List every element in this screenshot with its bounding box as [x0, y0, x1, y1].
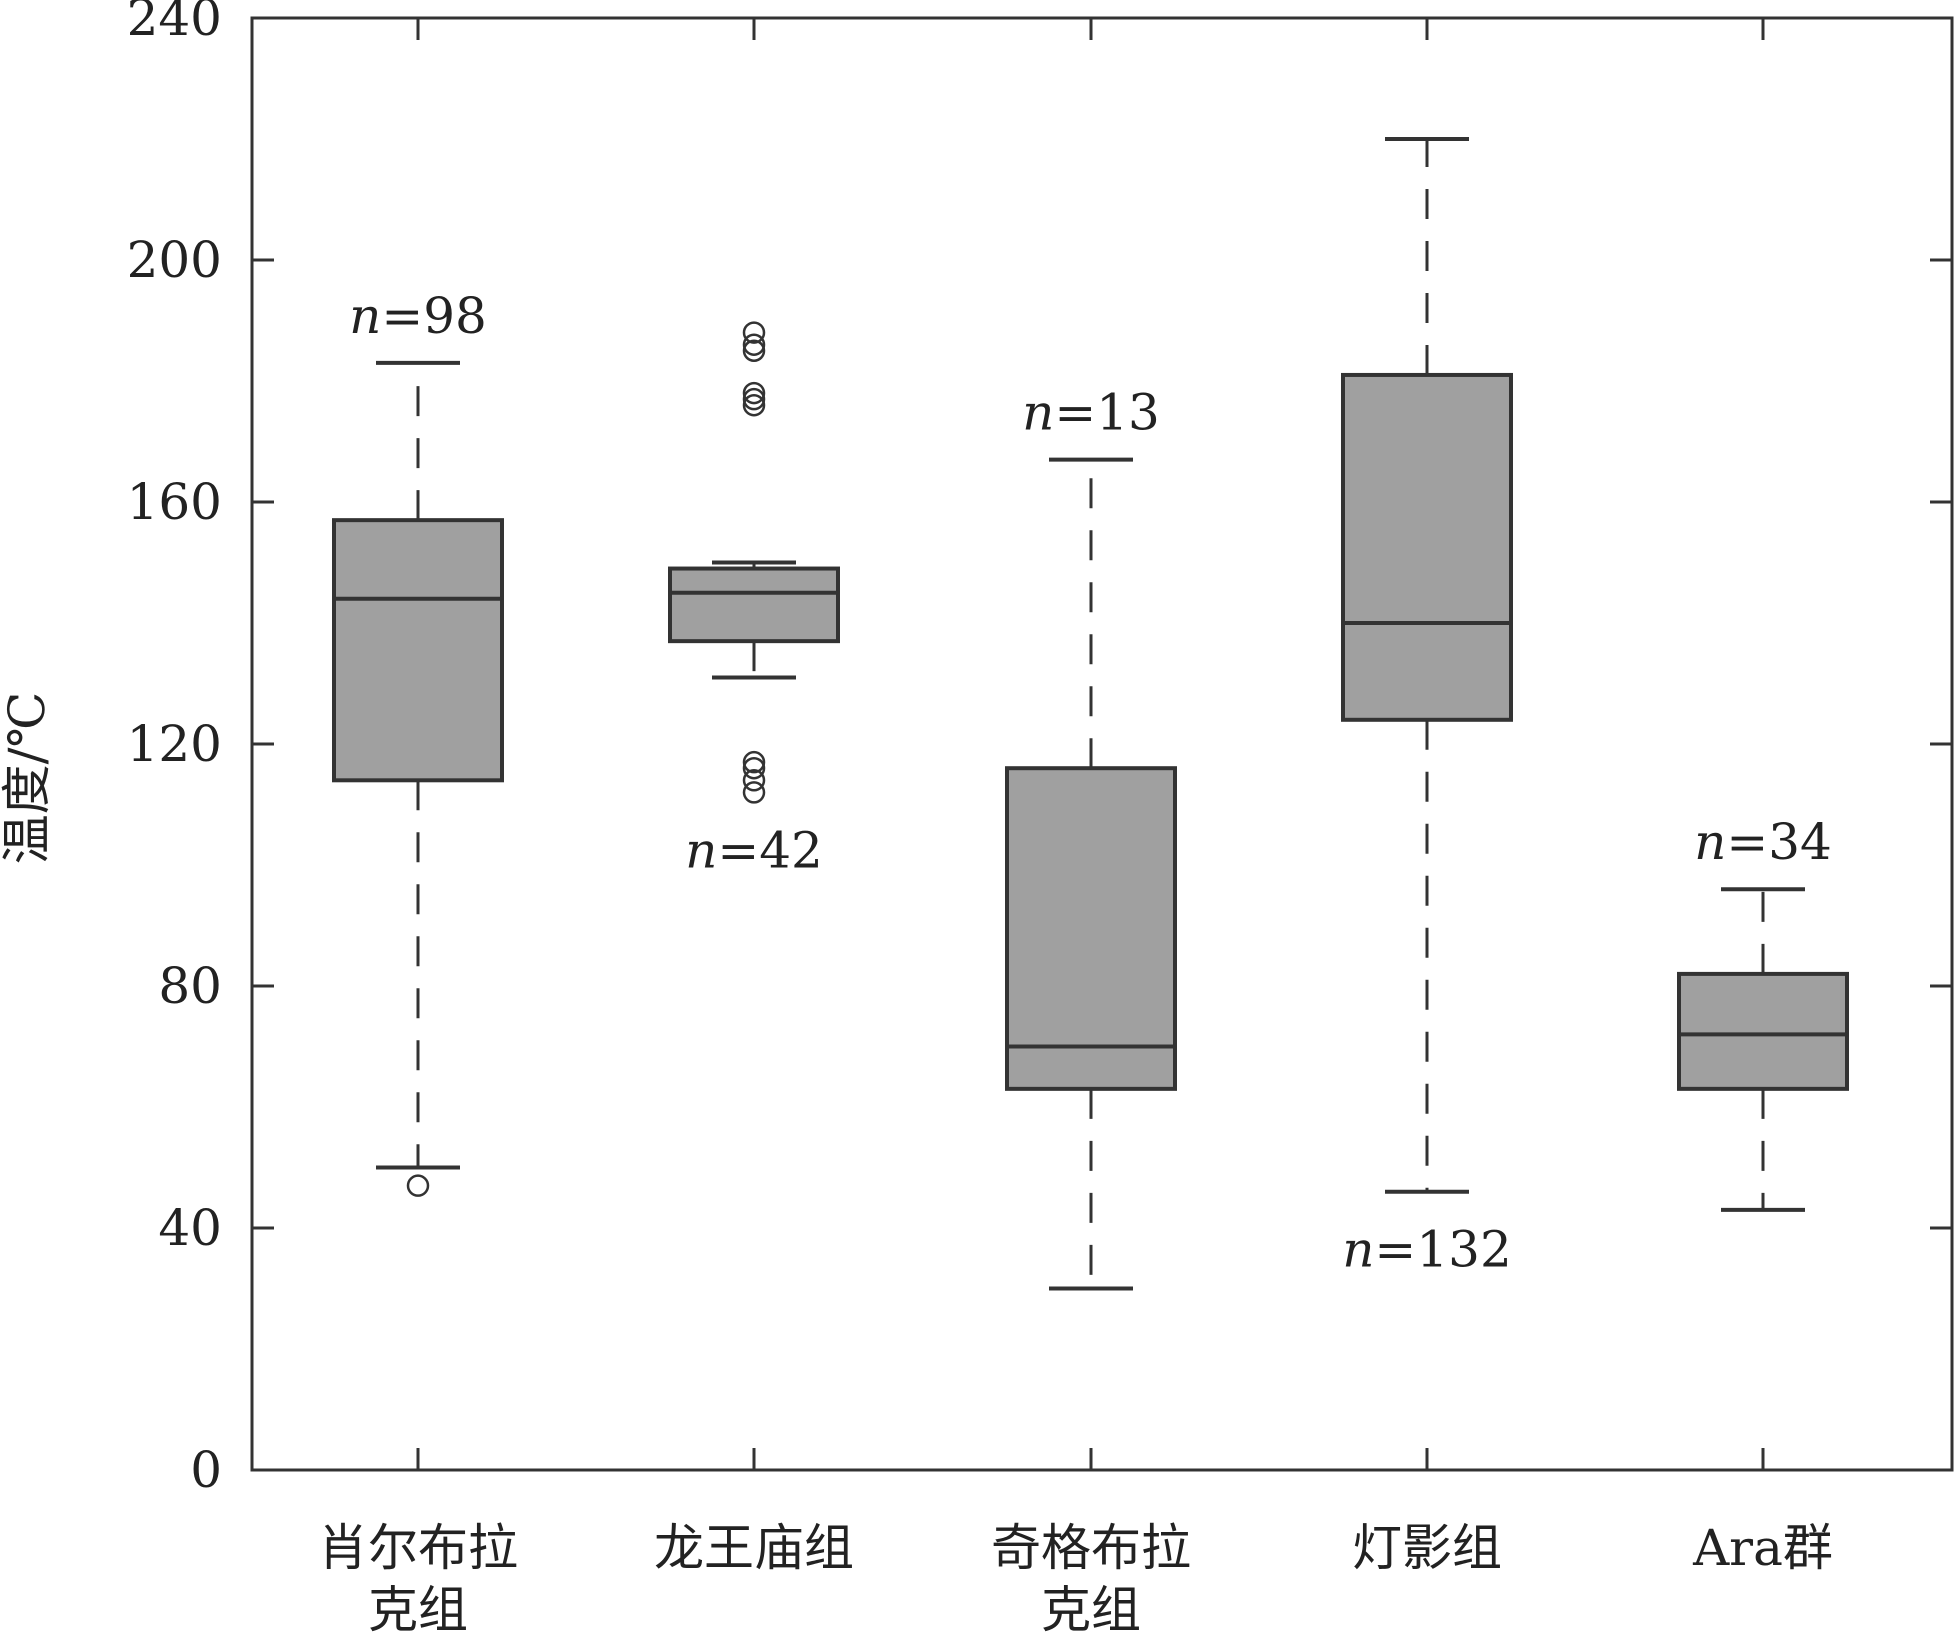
outlier-point — [742, 756, 766, 780]
sample-count-label: n=132 — [1342, 1221, 1512, 1279]
y-tick-label: 120 — [127, 715, 222, 773]
y-axis-label: 温度/℃ — [0, 692, 56, 865]
iqr-box — [1677, 971, 1849, 1091]
iqr-box — [1005, 766, 1177, 1091]
category-labels: 肖尔布拉克组 龙王庙组 奇格布拉克组 灯影组 Ara群 — [318, 1519, 1833, 1639]
outlier-point — [742, 750, 766, 774]
iqr-box — [1341, 372, 1513, 722]
outlier-point — [742, 381, 766, 405]
box-group: n=98 — [332, 287, 504, 1197]
y-tick-label: 240 — [127, 0, 222, 47]
y-tick-label: 40 — [158, 1199, 222, 1257]
x-category-label: 灯影组 — [1352, 1519, 1502, 1577]
x-category-label: Ara群 — [1692, 1519, 1833, 1577]
outlier-point — [742, 339, 766, 362]
outlier-point — [742, 387, 766, 411]
x-category-label: 龙王庙组 — [654, 1519, 854, 1577]
outlier-point — [742, 321, 766, 344]
box-group: n=42 — [668, 321, 840, 879]
sample-count-label: n=34 — [1694, 813, 1832, 871]
y-tick-label: 200 — [127, 231, 222, 289]
outlier-point — [742, 393, 766, 417]
x-category-label: 奇格布拉克组 — [991, 1519, 1191, 1639]
box-group: n=34 — [1677, 813, 1849, 1212]
outlier-point — [742, 781, 766, 804]
outlier-point — [742, 769, 766, 792]
y-tick-label: 0 — [190, 1441, 222, 1499]
y-axis-ticks: 0 40 80 120 160 200 240 — [127, 0, 1952, 1499]
iqr-box — [668, 566, 840, 644]
outlier-point — [406, 1174, 430, 1197]
y-tick-label: 80 — [158, 957, 222, 1015]
y-tick-label: 160 — [127, 473, 222, 531]
outlier-point — [742, 333, 766, 356]
sample-count-label: n=13 — [1022, 384, 1160, 442]
iqr-box — [332, 518, 504, 783]
sample-count-label: n=98 — [349, 287, 487, 345]
box-group: n=13 — [1005, 384, 1177, 1291]
x-category-label: 肖尔布拉克组 — [318, 1519, 518, 1639]
box-group: n=132 — [1341, 137, 1513, 1279]
plot-area-frame — [250, 16, 1954, 1472]
sample-count-label: n=42 — [685, 821, 823, 879]
boxes: n=98 n=42 n=13 n=132 n=34 — [332, 137, 1849, 1291]
